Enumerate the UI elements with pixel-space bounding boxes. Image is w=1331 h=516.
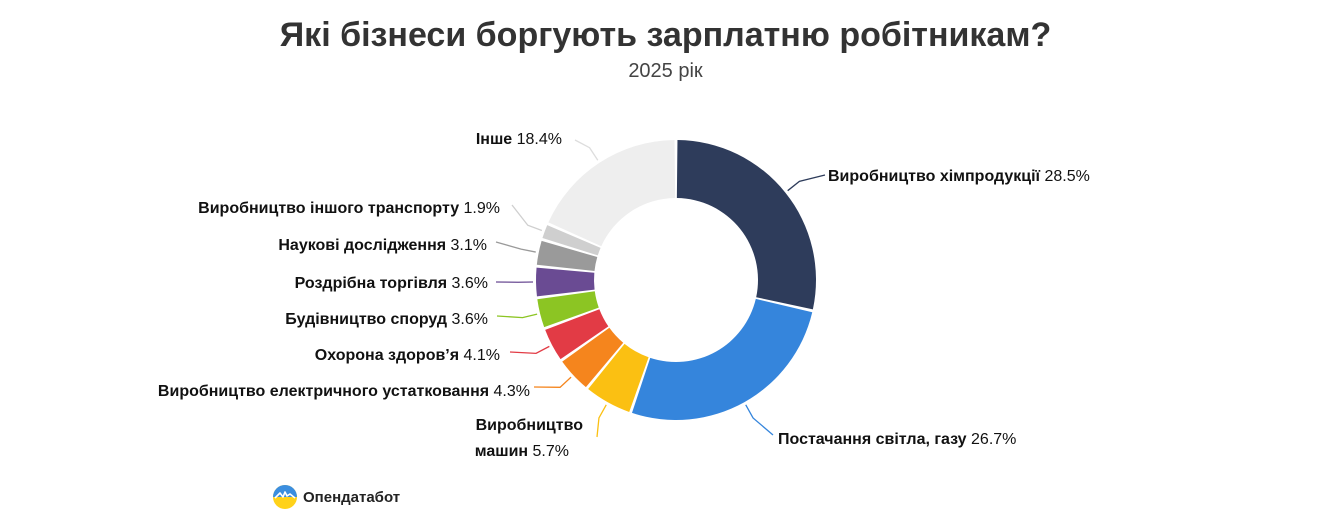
data-label: Виробництво електричного устатковання 4.…: [158, 383, 530, 400]
donut-slice: [548, 140, 676, 247]
data-label: Виробництво хімпродукції 28.5%: [828, 168, 1090, 185]
data-label: Наукові дослідження 3.1%: [278, 237, 487, 254]
donut-slice: [535, 267, 595, 297]
donut-slice: [631, 298, 813, 420]
donut-slice: [545, 309, 609, 360]
donut-slice: [562, 327, 624, 388]
logo-icon: [273, 485, 297, 509]
donut-slice: [542, 225, 601, 256]
leader-line: [574, 139, 599, 161]
data-label: Охорона здоров’я 4.1%: [315, 347, 500, 364]
leader-line: [511, 204, 543, 232]
chart-title: Які бізнеси боргують зарплатню робітника…: [279, 16, 1052, 54]
data-label: Роздрібна торгівля 3.6%: [295, 275, 488, 292]
donut-slice: [676, 140, 816, 310]
leader-line: [496, 313, 538, 319]
donut-slice: [536, 240, 598, 272]
data-label: Виробництво іншого транспорту 1.9%: [198, 200, 500, 217]
donut-slice: [537, 291, 599, 328]
donut-slice: [588, 343, 649, 412]
leader-line: [596, 404, 607, 438]
brand-logo: Опендатабот: [272, 484, 400, 510]
leader-line: [509, 345, 550, 354]
leader-line: [787, 174, 826, 192]
data-label: Виробництво машин 5.7%: [475, 417, 584, 460]
leader-line: [745, 404, 774, 436]
leader-line: [495, 241, 536, 253]
leader-line: [533, 376, 572, 388]
data-label: Постачання світла, газу 26.7%: [778, 431, 1016, 448]
logo-text: Опендатабот: [303, 488, 401, 506]
data-label: Інше 18.4%: [476, 131, 562, 148]
data-label: Будівництво споруд 3.6%: [285, 311, 488, 328]
chart-subtitle: 2025 рік: [628, 60, 703, 82]
